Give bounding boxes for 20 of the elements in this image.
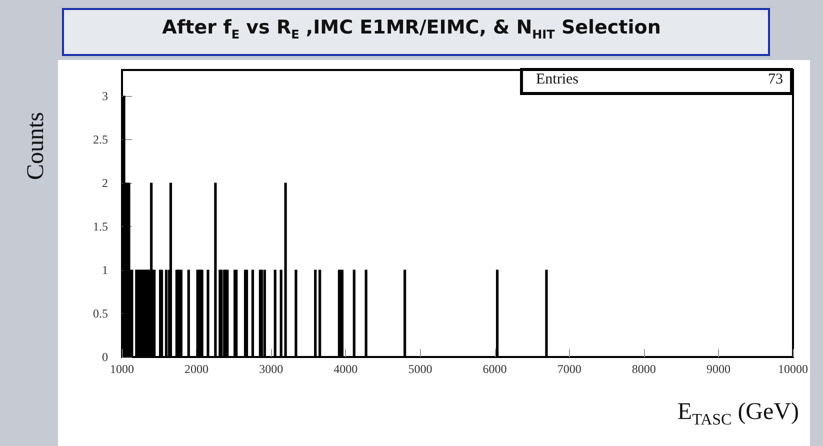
x-tick-label: 7000 [557,362,582,376]
x-tick-label: 9000 [706,362,730,376]
annotation: Entries [536,72,579,88]
y-tick-label: 2.5 [93,132,108,147]
y-tick-label: 0 [102,350,108,364]
x-tick-label: 2000 [184,362,209,376]
x-tick-label: 1000 [110,362,134,376]
y-tick-label: 3 [102,89,108,104]
y-axis-title: Counts [23,112,49,180]
x-tick-label: 3000 [259,362,284,376]
x-tick-label: 4000 [334,362,358,376]
x-tick-label: 6000 [482,362,507,376]
y-tick-label: 1 [102,263,108,278]
x-tick-label: 5000 [408,362,432,376]
annotation: 73 [768,72,783,88]
x-tick-label: 8000 [632,362,656,376]
y-tick-label: 1.5 [93,220,108,234]
x-tick-label: 10000 [778,362,808,376]
y-tick-label: 0.5 [93,306,108,321]
y-tick-label: 2 [102,176,108,190]
